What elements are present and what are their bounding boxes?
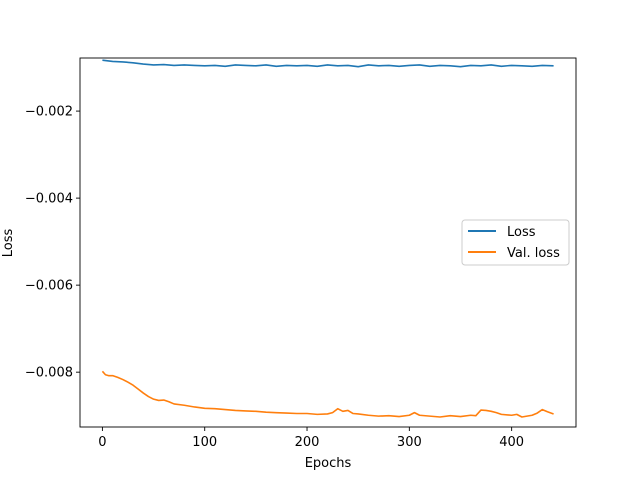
series-line-val-loss [101, 370, 554, 418]
x-tick-label: 100 [192, 435, 217, 450]
y-tick-label: −0.006 [25, 279, 73, 294]
series-layer [101, 59, 554, 418]
y-axis-label: Loss [1, 229, 16, 258]
x-tick-label: 300 [397, 435, 422, 450]
legend: Loss Val. loss [461, 219, 570, 266]
y-tick-label: −0.002 [25, 105, 73, 120]
y-axis-ticks: −0.002 −0.004 −0.006 −0.008 [25, 105, 80, 381]
x-axis-label: Epochs [305, 456, 352, 471]
x-tick-label: 0 [98, 435, 106, 450]
legend-label-val-loss: Val. loss [507, 246, 560, 261]
x-tick-label: 400 [499, 435, 524, 450]
x-axis-ticks: 0 100 200 300 400 [98, 427, 524, 450]
plot-area: 0 100 200 300 400 −0.002 −0.004 −0.006 −0.008 [25, 57, 577, 450]
series-line-loss [102, 59, 554, 68]
y-tick-label: −0.008 [25, 366, 73, 381]
legend-label-loss: Loss [507, 225, 536, 240]
y-tick-label: −0.004 [25, 192, 73, 207]
x-tick-label: 200 [295, 435, 320, 450]
axes-frame [79, 57, 577, 428]
